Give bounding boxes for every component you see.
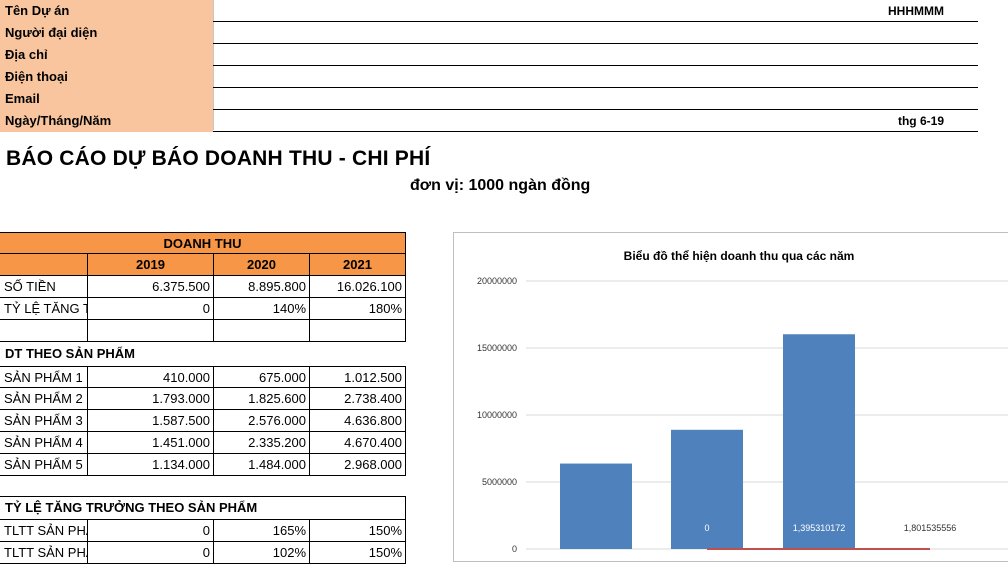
cell-product-3-2019[interactable]: 1.587.500 xyxy=(88,410,214,432)
cell-product-1-2019[interactable]: 410.000 xyxy=(88,366,214,388)
cell-product-2-2021[interactable]: 2.738.400 xyxy=(310,388,406,410)
table-header-empty xyxy=(0,254,88,276)
y-tick-label: 20000000 xyxy=(477,276,517,286)
cell-product-2-2020[interactable]: 1.825.600 xyxy=(214,388,310,410)
year-header-2021: 2021 xyxy=(310,254,406,276)
info-label-project-name: Tên Dự án xyxy=(0,0,213,22)
y-tick-label: 5000000 xyxy=(482,477,517,487)
unit-label: đơn vị: 1000 ngàn đồng xyxy=(410,177,591,194)
cell-growth-2021[interactable]: 180% xyxy=(310,298,406,320)
cell-product-5-2020[interactable]: 1.484.000 xyxy=(214,454,310,476)
data-label-3: 1,801535556 xyxy=(904,523,957,533)
row-label-amount[interactable]: SỐ TIỀN xyxy=(0,276,88,298)
chart-plot: 20000000 15000000 10000000 5000000 0 0 1,39531… xyxy=(477,276,1008,554)
cell-growth-2020[interactable]: 140% xyxy=(214,298,310,320)
year-header-2020: 2020 xyxy=(214,254,310,276)
table-group-header: DOANH THU xyxy=(0,232,406,254)
cell-product-1-2021[interactable]: 1.012.500 xyxy=(310,366,406,388)
cell-product-5-2021[interactable]: 2.968.000 xyxy=(310,454,406,476)
info-cell-phone[interactable] xyxy=(213,66,978,88)
cell-product-1-2020[interactable]: 675.000 xyxy=(214,366,310,388)
row-label-product-1[interactable]: SẢN PHẨM 1 xyxy=(0,366,88,388)
row-label-growth[interactable]: TỶ LỆ TĂNG TRƯỞNG xyxy=(0,298,88,320)
cell-growth-product-2-2020[interactable]: 102% xyxy=(214,542,310,564)
cell-amount-2019[interactable]: 6.375.500 xyxy=(88,276,214,298)
cell-product-4-2020[interactable]: 2.335.200 xyxy=(214,432,310,454)
report-title: BÁO CÁO DỰ BÁO DOANH THU - CHI PHÍ xyxy=(6,147,431,170)
cell-growth-product-2-2021[interactable]: 150% xyxy=(310,542,406,564)
cell-amount-2021[interactable]: 16.026.100 xyxy=(310,276,406,298)
chart-title: Biểu đồ thể hiện doanh thu qua các năm xyxy=(623,249,855,263)
cell-growth-2019[interactable]: 0 xyxy=(88,298,214,320)
growth-section-row[interactable]: TỶ LỆ TĂNG TRƯỞNG THEO SẢN PHẨM xyxy=(0,496,406,520)
cell-growth-product-1-2019[interactable]: 0 xyxy=(88,520,214,542)
y-tick-label: 0 xyxy=(512,544,517,554)
info-label-date: Ngày/Tháng/Năm xyxy=(0,110,213,132)
info-value-date: thg 6-19 xyxy=(897,114,944,128)
revenue-chart[interactable]: Biểu đồ thể hiện doanh thu qua các năm 2… xyxy=(453,232,1008,562)
empty-cell[interactable] xyxy=(88,320,214,342)
cell-growth-product-1-2021[interactable]: 150% xyxy=(310,520,406,542)
empty-cell[interactable] xyxy=(0,320,88,342)
info-label-address: Địa chỉ xyxy=(0,44,213,66)
bar-2[interactable] xyxy=(671,429,743,549)
growth-section-title: TỶ LỆ TĂNG TRƯỞNG THEO SẢN PHẨM xyxy=(5,500,258,515)
info-cell-date[interactable]: thg 6-19 xyxy=(213,110,978,132)
row-label-product-4[interactable]: SẢN PHẨM 4 xyxy=(0,432,88,454)
bar-1[interactable] xyxy=(560,463,632,549)
product-section-title: DT THEO SẢN PHẨM xyxy=(5,346,135,361)
cell-product-4-2021[interactable]: 4.670.400 xyxy=(310,432,406,454)
cell-growth-product-1-2020[interactable]: 165% xyxy=(214,520,310,542)
info-label-representative: Người đại diện xyxy=(0,22,213,44)
cell-growth-product-2-2019[interactable]: 0 xyxy=(88,542,214,564)
info-cell-address[interactable] xyxy=(213,44,978,66)
cell-product-2-2019[interactable]: 1.793.000 xyxy=(88,388,214,410)
cell-product-3-2020[interactable]: 2.576.000 xyxy=(214,410,310,432)
data-label-2: 1,395310172 xyxy=(793,523,846,533)
info-cell-email[interactable] xyxy=(213,88,978,110)
info-label-email: Email xyxy=(0,88,213,110)
row-label-product-5[interactable]: SẢN PHẨM 5 xyxy=(0,454,88,476)
empty-cell[interactable] xyxy=(310,320,406,342)
cell-product-5-2019[interactable]: 1.134.000 xyxy=(88,454,214,476)
y-tick-label: 10000000 xyxy=(477,410,517,420)
info-label-phone: Điện thoại xyxy=(0,66,213,88)
cell-product-4-2019[interactable]: 1.451.000 xyxy=(88,432,214,454)
info-value-project-name: HHHMMM xyxy=(888,4,944,18)
cell-amount-2020[interactable]: 8.895.800 xyxy=(214,276,310,298)
data-label-1: 0 xyxy=(704,523,709,533)
cell-product-3-2021[interactable]: 4.636.800 xyxy=(310,410,406,432)
row-label-product-2[interactable]: SẢN PHẨM 2 xyxy=(0,388,88,410)
row-label-product-3[interactable]: SẢN PHẨM 3 xyxy=(0,410,88,432)
info-cell-project-name[interactable]: HHHMMM xyxy=(213,0,978,22)
row-label-growth-product-2[interactable]: TLTT SẢN PHẨM 2 xyxy=(0,542,88,564)
y-tick-label: 15000000 xyxy=(477,343,517,353)
info-cell-representative[interactable] xyxy=(213,22,978,44)
empty-cell[interactable] xyxy=(214,320,310,342)
row-label-growth-product-1[interactable]: TLTT SẢN PHẨM 1 xyxy=(0,520,88,542)
bar-3[interactable] xyxy=(783,334,855,549)
year-header-2019: 2019 xyxy=(88,254,214,276)
